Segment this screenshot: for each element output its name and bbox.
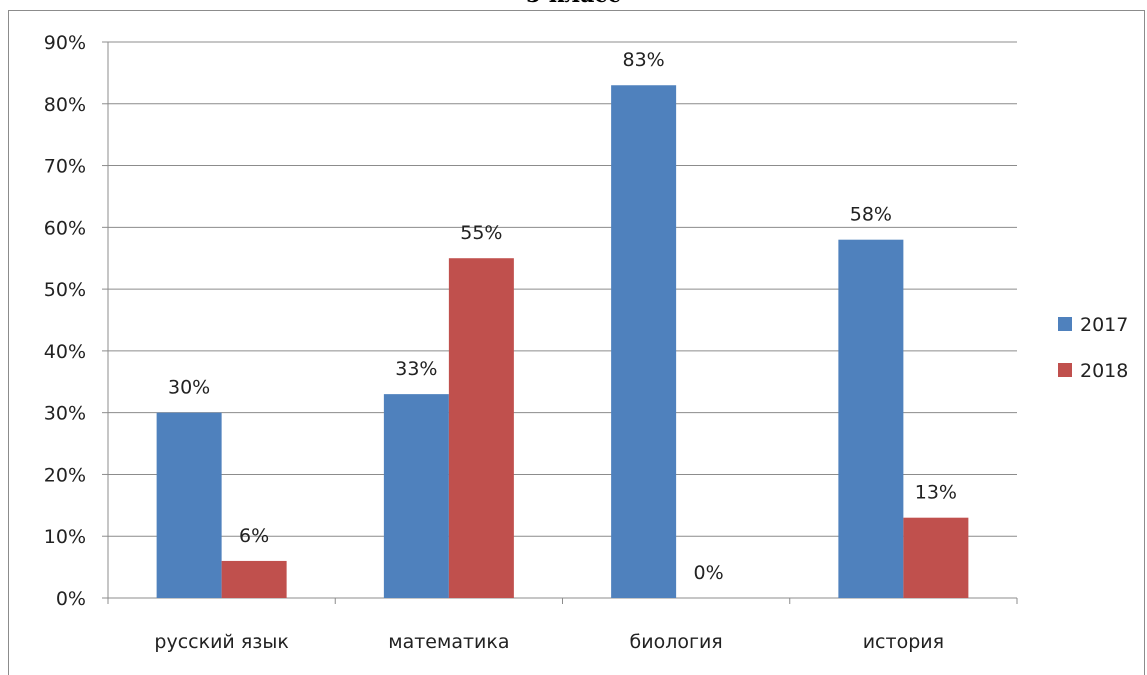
bar-2018 [448, 258, 514, 598]
data-label-2017: 83% [623, 49, 665, 71]
bar-2017 [156, 412, 222, 598]
y-tick-label: 60% [44, 217, 86, 239]
data-label-2017: 33% [395, 358, 437, 380]
x-category-label: история [863, 631, 944, 653]
y-tick-label: 0% [56, 588, 86, 610]
y-tick-label: 50% [44, 279, 86, 301]
chart-title-fragment: 5 класс [0, 0, 1147, 8]
bar-2017 [611, 85, 677, 598]
y-tick-label: 30% [44, 403, 86, 425]
legend-swatch-2017 [1058, 317, 1072, 331]
y-tick-label: 70% [44, 156, 86, 178]
legend-swatch-2018 [1058, 363, 1072, 377]
data-label-2018: 55% [460, 222, 502, 244]
y-tick-label: 90% [44, 32, 86, 54]
data-label-2018: 0% [694, 562, 724, 584]
data-label-2018: 6% [239, 525, 269, 547]
bar-2017 [383, 394, 449, 598]
y-tick-label: 10% [44, 526, 86, 548]
y-tick-label: 20% [44, 464, 86, 486]
x-category-label: математика [388, 631, 509, 653]
y-tick-label: 80% [44, 94, 86, 116]
data-label-2018: 13% [915, 482, 957, 504]
legend-label-2017: 2017 [1080, 314, 1128, 336]
bar-2017 [838, 239, 904, 598]
bar-2018 [221, 560, 287, 598]
x-category-label: биология [630, 631, 723, 653]
data-label-2017: 58% [850, 204, 892, 226]
y-tick-label: 40% [44, 341, 86, 363]
data-label-2017: 30% [168, 377, 210, 399]
legend-label-2018: 2018 [1080, 360, 1128, 382]
x-category-label: русский язык [154, 631, 288, 653]
bar-2018 [903, 517, 969, 598]
